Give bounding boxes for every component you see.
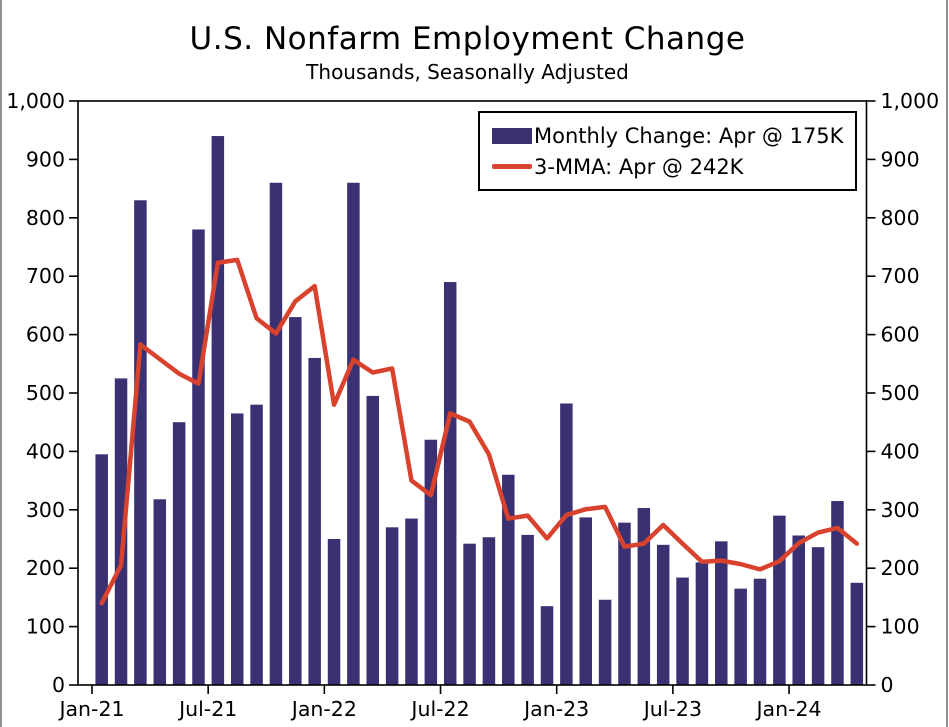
chart-subtitle: Thousands, Seasonally Adjusted — [306, 60, 629, 84]
bar-Sep-23 — [715, 541, 728, 685]
y-axis-label-right: 1,000 — [881, 89, 940, 113]
y-axis-label-right: 800 — [881, 206, 920, 230]
bar-Aug-22 — [463, 543, 476, 685]
x-axis-label: Jul-22 — [409, 697, 469, 721]
y-axis-label-left: 600 — [26, 323, 65, 347]
bar-Apr-21 — [153, 499, 167, 685]
y-axis-label-right: 900 — [881, 147, 920, 171]
y-axis-label-left: 100 — [26, 615, 65, 639]
bar-May-21 — [172, 422, 186, 685]
y-axis-label-right: 0 — [881, 673, 894, 697]
bar-Jul-21 — [211, 136, 225, 686]
page-left-border — [0, 0, 2, 727]
x-axis-label: Jan-23 — [522, 697, 589, 721]
bar-series-swatch-icon — [492, 127, 532, 144]
bar-Jun-21 — [192, 229, 205, 686]
y-axis-label-left: 500 — [26, 381, 65, 405]
y-axis-label-left: 0 — [52, 673, 65, 697]
x-axis-label: Jan-22 — [290, 697, 357, 721]
x-axis-label: Jan-24 — [755, 697, 822, 721]
bar-Dec-23 — [773, 515, 786, 685]
y-axis-label-left: 1,000 — [6, 89, 65, 113]
y-axis-label-right: 500 — [881, 381, 920, 405]
bar-Nov-23 — [753, 578, 767, 685]
bar-Oct-23 — [734, 588, 747, 685]
x-axis-label: Jul-21 — [177, 697, 237, 721]
mma-line — [99, 257, 860, 606]
bar-Aug-23 — [695, 562, 709, 685]
legend-label-3mma: 3-MMA: Apr @ 242K — [534, 154, 744, 179]
y-axis-label-left: 700 — [26, 264, 65, 288]
bar-Jan-24 — [792, 535, 805, 685]
bar-Oct-22 — [502, 474, 515, 685]
bar-Mar-23 — [598, 599, 612, 685]
bar-Mar-22 — [366, 395, 380, 685]
y-axis-label-right: 300 — [881, 498, 920, 522]
bar-Feb-24 — [811, 547, 825, 685]
y-axis-label-left: 200 — [26, 556, 65, 580]
bar-Sep-21 — [250, 404, 263, 685]
bar-Jun-22 — [424, 439, 438, 685]
bar-Aug-21 — [230, 413, 244, 685]
bar-Jun-23 — [656, 544, 670, 685]
bar-Feb-23 — [579, 517, 592, 685]
chart-legend: Monthly Change: Apr @ 175K 3-MMA: Apr @ … — [478, 111, 857, 191]
y-axis-label-left: 800 — [26, 206, 65, 230]
bar-Jan-21 — [95, 454, 108, 685]
bar-May-22 — [405, 518, 418, 685]
bar-Jul-23 — [676, 577, 689, 685]
y-axis-label-left: 900 — [26, 147, 65, 171]
y-axis-label-right: 100 — [881, 615, 920, 639]
bar-Nov-21 — [289, 317, 302, 685]
y-axis-label-left: 400 — [26, 439, 65, 463]
bar-Dec-22 — [540, 606, 554, 685]
chart-header: U.S. Nonfarm Employment Change Thousands… — [0, 20, 935, 84]
line-series-swatch-icon — [492, 164, 532, 169]
chart-title: U.S. Nonfarm Employment Change — [189, 21, 746, 57]
legend-label-monthly-change: Monthly Change: Apr @ 175K — [534, 123, 844, 148]
bar-Apr-22 — [385, 527, 399, 685]
bar-Jan-23 — [560, 403, 573, 685]
legend-item-monthly-change: Monthly Change: Apr @ 175K — [492, 124, 855, 148]
bar-Nov-22 — [521, 534, 534, 685]
bar-Jan-22 — [327, 539, 341, 685]
bar-Apr-24 — [850, 582, 864, 685]
y-axis-label-right: 700 — [881, 264, 920, 288]
bar-Jul-22 — [443, 282, 457, 685]
bar-Mar-24 — [831, 501, 844, 685]
y-axis-label-right: 600 — [881, 323, 920, 347]
bar-Apr-23 — [618, 522, 631, 685]
page-right-border — [946, 0, 948, 727]
bar-Sep-22 — [482, 537, 496, 685]
bar-Oct-21 — [269, 182, 283, 685]
y-axis-label-right: 200 — [881, 556, 920, 580]
bar-Dec-21 — [308, 357, 321, 685]
y-axis-label-left: 300 — [26, 498, 65, 522]
bar-Feb-22 — [347, 182, 360, 685]
bar-Mar-21 — [134, 200, 147, 685]
bar-May-23 — [637, 508, 651, 685]
x-axis-label: Jan-21 — [57, 697, 124, 721]
legend-item-3mma: 3-MMA: Apr @ 242K — [492, 155, 855, 179]
y-axis-label-right: 400 — [881, 439, 920, 463]
x-axis-label: Jul-23 — [642, 697, 702, 721]
bar-Feb-21 — [114, 378, 128, 685]
